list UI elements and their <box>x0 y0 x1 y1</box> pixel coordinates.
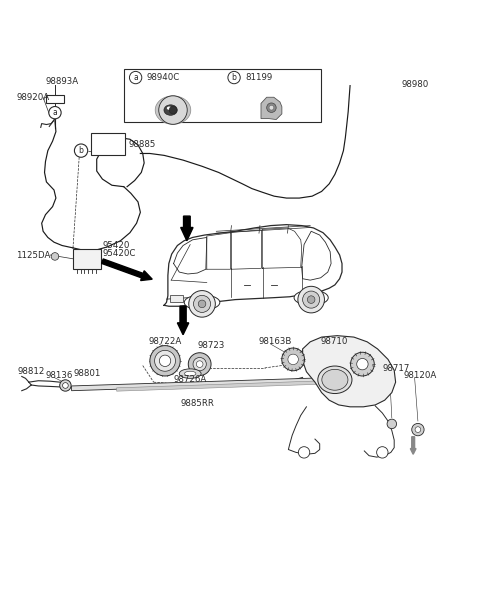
Circle shape <box>62 383 68 388</box>
Circle shape <box>188 353 211 376</box>
Ellipse shape <box>184 371 196 376</box>
FancyArrow shape <box>102 259 152 280</box>
Circle shape <box>357 358 368 370</box>
FancyArrow shape <box>180 216 193 241</box>
Ellipse shape <box>155 96 191 124</box>
Text: 98710: 98710 <box>321 337 348 346</box>
Circle shape <box>196 361 203 367</box>
Circle shape <box>298 286 324 313</box>
Circle shape <box>130 71 142 84</box>
Text: b: b <box>232 73 237 82</box>
Polygon shape <box>302 336 396 407</box>
Text: 98722A: 98722A <box>149 337 182 346</box>
Bar <box>47 95 63 103</box>
Text: b: b <box>79 146 84 155</box>
Text: 98723: 98723 <box>197 341 225 350</box>
Circle shape <box>415 427 421 432</box>
Circle shape <box>377 447 388 458</box>
FancyArrow shape <box>178 306 189 335</box>
Circle shape <box>193 295 211 312</box>
Circle shape <box>150 346 180 376</box>
Circle shape <box>155 350 176 371</box>
Circle shape <box>228 71 240 84</box>
Text: 98885: 98885 <box>128 140 156 150</box>
Ellipse shape <box>184 295 220 310</box>
Polygon shape <box>72 377 335 391</box>
Text: 98726A: 98726A <box>174 375 207 384</box>
Circle shape <box>267 103 276 112</box>
Circle shape <box>282 348 304 371</box>
Text: 98163B: 98163B <box>259 337 292 346</box>
Ellipse shape <box>318 366 352 394</box>
Ellipse shape <box>294 290 328 305</box>
Ellipse shape <box>322 370 348 390</box>
Circle shape <box>269 106 274 110</box>
Circle shape <box>51 253 59 260</box>
Text: 95420C: 95420C <box>102 248 136 257</box>
Text: a: a <box>133 73 138 82</box>
Text: 98920A: 98920A <box>16 93 49 102</box>
Text: 81199: 81199 <box>245 73 272 82</box>
Circle shape <box>299 447 310 458</box>
Ellipse shape <box>179 369 201 378</box>
Text: 98893A: 98893A <box>46 77 79 86</box>
Text: 9885RR: 9885RR <box>180 399 215 408</box>
Circle shape <box>307 296 315 303</box>
Text: 1125DA: 1125DA <box>16 250 50 259</box>
Text: 98717: 98717 <box>383 364 410 373</box>
Circle shape <box>159 355 171 367</box>
Text: 98136: 98136 <box>46 370 73 379</box>
Circle shape <box>169 106 177 114</box>
Ellipse shape <box>167 107 171 110</box>
Text: 98980: 98980 <box>401 80 429 89</box>
Text: 95420: 95420 <box>102 241 130 250</box>
Circle shape <box>159 96 187 124</box>
FancyArrow shape <box>410 437 416 454</box>
Bar <box>91 133 125 156</box>
Circle shape <box>288 354 299 365</box>
Circle shape <box>412 423 424 436</box>
Circle shape <box>60 380 71 391</box>
Circle shape <box>49 107 61 119</box>
Circle shape <box>198 300 206 308</box>
Bar <box>170 295 183 303</box>
Text: a: a <box>53 108 57 117</box>
Circle shape <box>193 358 206 371</box>
Text: 98120A: 98120A <box>404 370 437 379</box>
Circle shape <box>302 291 320 308</box>
Circle shape <box>189 291 216 317</box>
Polygon shape <box>261 97 282 119</box>
Bar <box>124 69 321 122</box>
Circle shape <box>74 144 88 157</box>
Circle shape <box>350 352 374 376</box>
Ellipse shape <box>164 105 177 115</box>
Circle shape <box>387 419 396 429</box>
Text: 98801: 98801 <box>74 369 101 378</box>
Polygon shape <box>117 380 325 391</box>
Bar <box>73 249 100 269</box>
Text: 98940C: 98940C <box>146 73 180 82</box>
Text: 98812: 98812 <box>17 367 44 376</box>
